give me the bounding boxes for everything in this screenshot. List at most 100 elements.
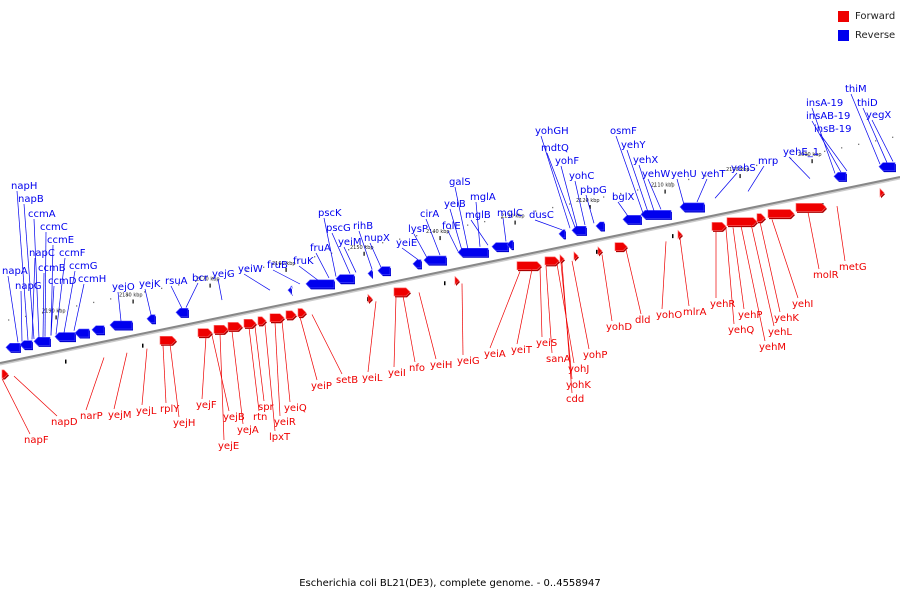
forward-gene-arrow[interactable] <box>879 187 885 198</box>
gene-label-nupx[interactable]: nupX <box>364 233 390 244</box>
forward-gene-arrow[interactable] <box>454 275 460 286</box>
reverse-gene-arrow[interactable] <box>412 259 422 269</box>
gene-label-setb[interactable]: setB <box>336 375 358 386</box>
gene-label-spr[interactable]: spr <box>258 402 275 413</box>
reverse-gene-arrow[interactable] <box>305 279 335 289</box>
gene-label-yejk[interactable]: yejK <box>139 279 161 290</box>
forward-gene-arrow[interactable] <box>159 335 177 345</box>
reverse-gene-arrow[interactable] <box>33 337 51 346</box>
gene-label-yohc[interactable]: yohC <box>569 171 594 182</box>
gene-label-yejh[interactable]: yejH <box>173 418 195 429</box>
forward-gene-arrow[interactable] <box>516 261 542 270</box>
forward-gene-arrow[interactable] <box>711 222 727 231</box>
gene-label-yeih[interactable]: yeiH <box>430 360 452 371</box>
reverse-gene-arrow[interactable] <box>91 325 105 335</box>
gene-label-thim[interactable]: thiM <box>845 84 867 95</box>
forward-gene-arrow[interactable] <box>597 246 603 256</box>
gene-label-yohd[interactable]: yohD <box>606 322 632 333</box>
gene-label-ccmf[interactable]: ccmF <box>59 248 86 259</box>
gene-label-yegx[interactable]: yegX <box>866 110 891 121</box>
forward-gene-arrow[interactable] <box>243 319 257 328</box>
gene-label-osmf[interactable]: osmF <box>610 126 637 137</box>
gene-label-bglx[interactable]: bglX <box>612 192 634 203</box>
reverse-gene-arrow[interactable] <box>833 172 847 181</box>
gene-label-narp[interactable]: narP <box>80 411 103 422</box>
gene-label-yeit[interactable]: yeiT <box>511 345 533 356</box>
gene-label-naph[interactable]: napH <box>11 181 37 192</box>
reverse-gene-arrow[interactable] <box>423 255 447 265</box>
gene-label-napb[interactable]: napB <box>18 194 44 205</box>
gene-label-rsua[interactable]: rsuA <box>165 276 188 287</box>
reverse-gene-arrow[interactable] <box>146 314 156 324</box>
gene-label-yohj[interactable]: yohJ <box>568 364 589 375</box>
gene-label-napd[interactable]: napD <box>51 417 78 428</box>
gene-label-yeii[interactable]: yeiI <box>388 368 406 379</box>
gene-label-yeht[interactable]: yehT <box>701 169 726 180</box>
forward-gene-arrow[interactable] <box>795 203 827 212</box>
gene-label-yoho[interactable]: yohO <box>656 310 682 321</box>
gene-label-yehl[interactable]: yehL <box>768 327 792 338</box>
gene-label-insab-19[interactable]: insAB-19 <box>806 111 850 122</box>
gene-label-lysp[interactable]: lysP <box>408 224 428 235</box>
reverse-gene-arrow[interactable] <box>367 268 373 279</box>
gene-label-napc[interactable]: napC <box>29 248 55 259</box>
forward-gene-arrow[interactable] <box>269 313 285 323</box>
gene-label-cira[interactable]: cirA <box>420 209 439 220</box>
forward-gene-arrow[interactable] <box>677 229 683 240</box>
gene-label-ccmb[interactable]: ccmB <box>38 263 66 274</box>
gene-label-ccma[interactable]: ccmA <box>28 209 56 220</box>
forward-gene-arrow[interactable] <box>367 293 373 304</box>
gene-label-insb-19[interactable]: insB-19 <box>814 124 852 135</box>
gene-label-gals[interactable]: galS <box>449 177 471 188</box>
gene-label-ccmd[interactable]: ccmD <box>48 276 77 287</box>
gene-label-sana[interactable]: sanA <box>546 354 571 365</box>
gene-label-yeil[interactable]: yeiL <box>362 373 383 384</box>
gene-label-psck[interactable]: pscK <box>318 208 342 219</box>
gene-label-yehi[interactable]: yehI <box>792 299 813 310</box>
gene-label-yejg[interactable]: yejG <box>212 269 235 280</box>
forward-gene-arrow[interactable] <box>285 310 297 320</box>
gene-label-ccme[interactable]: ccmE <box>47 235 74 246</box>
gene-label-yohp[interactable]: yohP <box>583 350 607 361</box>
forward-gene-arrow[interactable] <box>559 254 565 264</box>
gene-label-yeim[interactable]: yeiM <box>338 237 361 248</box>
gene-label-molr[interactable]: molR <box>813 270 839 281</box>
forward-gene-arrow[interactable] <box>544 256 560 266</box>
reverse-gene-arrow[interactable] <box>622 215 642 224</box>
gene-label-frub[interactable]: fruB <box>267 260 288 271</box>
gene-label-yeje[interactable]: yejE <box>218 441 239 452</box>
gene-label-rply[interactable]: rplY <box>160 404 180 415</box>
gene-label-yehy[interactable]: yehY <box>621 140 646 151</box>
reverse-gene-arrow[interactable] <box>54 332 76 341</box>
gene-label-napf[interactable]: napF <box>24 435 49 446</box>
gene-label-yohf[interactable]: yohF <box>555 156 579 167</box>
reverse-gene-arrow[interactable] <box>175 308 189 317</box>
gene-label-pbpg[interactable]: pbpG <box>580 185 607 196</box>
gene-label-cdd[interactable]: cdd <box>566 394 584 405</box>
gene-label-yeja[interactable]: yejA <box>237 425 259 436</box>
forward-gene-arrow[interactable] <box>726 217 758 226</box>
reverse-gene-arrow[interactable] <box>506 240 514 249</box>
gene-label-yehk[interactable]: yehK <box>774 313 799 324</box>
reverse-gene-arrow[interactable] <box>595 221 605 231</box>
reverse-gene-arrow[interactable] <box>558 229 566 239</box>
gene-label-mlra[interactable]: mlrA <box>683 307 707 318</box>
forward-gene-arrow[interactable] <box>213 325 229 334</box>
gene-label-yehu[interactable]: yehU <box>671 169 697 180</box>
forward-gene-arrow[interactable] <box>197 328 213 337</box>
gene-label-mglc[interactable]: mglC <box>497 208 523 219</box>
gene-label-ccmg[interactable]: ccmG <box>69 261 98 272</box>
gene-label-yehw[interactable]: yehW <box>642 169 670 180</box>
gene-label-insa-19[interactable]: insA-19 <box>806 98 843 109</box>
gene-label-yeiq[interactable]: yeiQ <box>284 403 307 414</box>
reverse-gene-arrow[interactable] <box>74 328 90 338</box>
reverse-gene-arrow[interactable] <box>878 162 896 171</box>
gene-label-yejf[interactable]: yejF <box>196 400 217 411</box>
gene-label-yohgh[interactable]: yohGH <box>535 126 569 137</box>
gene-label-napg[interactable]: napG <box>15 281 42 292</box>
gene-label-thid[interactable]: thiD <box>857 98 878 109</box>
gene-label-mgla[interactable]: mglA <box>470 192 496 203</box>
gene-label-yehm[interactable]: yehM <box>759 342 786 353</box>
forward-gene-arrow[interactable] <box>767 209 795 218</box>
gene-label-dusc[interactable]: dusC <box>529 210 554 221</box>
